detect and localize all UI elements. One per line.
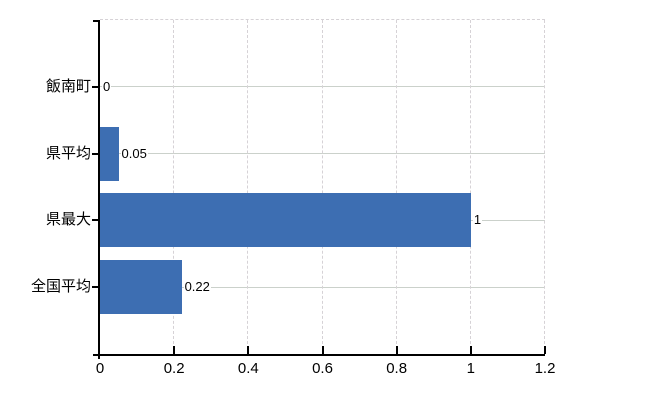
- bar: [100, 127, 119, 181]
- y-axis-tick: [92, 286, 98, 288]
- gridline-vertical: [395, 20, 397, 354]
- y-axis-tick: [92, 219, 98, 221]
- bar-value-label: 0: [102, 79, 112, 94]
- bar-value-label: 1: [472, 212, 483, 227]
- x-axis-tick-label: 0.6: [312, 360, 333, 377]
- gridline-horizontal: [100, 286, 545, 288]
- bar: [100, 260, 182, 314]
- x-axis-line: [93, 354, 545, 356]
- x-axis-tick-label: 1: [466, 360, 475, 377]
- x-axis-tick-label: 1.2: [534, 360, 556, 377]
- bar: [100, 193, 471, 247]
- x-axis-tick: [469, 346, 472, 354]
- x-axis-tick: [173, 346, 176, 354]
- x-axis-tick: [321, 346, 324, 354]
- bar-value-label: 0.05: [120, 146, 148, 161]
- bar-value-label: 0.22: [183, 279, 211, 294]
- y-axis-label: 県最大: [45, 211, 91, 228]
- gridline-vertical: [469, 20, 471, 354]
- y-axis-tick: [93, 20, 98, 22]
- x-axis-tick: [247, 346, 250, 354]
- x-axis-tick-label: 0: [95, 360, 105, 377]
- y-axis-label: 県平均: [45, 145, 91, 162]
- gridline-horizontal: [100, 153, 545, 155]
- x-axis-tick-label: 0.8: [386, 360, 408, 377]
- y-axis-tick: [92, 153, 98, 155]
- x-axis-tick: [395, 346, 398, 354]
- x-axis-tick: [544, 346, 546, 354]
- y-axis-line: [98, 20, 100, 359]
- y-axis-label: 全国平均: [30, 278, 91, 295]
- gridline-vertical: [173, 20, 175, 354]
- plot-top-border: [100, 19, 545, 20]
- x-axis-tick-label: 0.2: [163, 360, 185, 377]
- gridline-vertical: [544, 20, 545, 354]
- x-axis-tick-label: 0.4: [237, 360, 259, 377]
- gridline-vertical: [321, 20, 323, 354]
- gridline-horizontal: [100, 86, 545, 88]
- y-axis-tick: [92, 86, 98, 88]
- gridline-vertical: [247, 20, 249, 354]
- y-axis-label: 飯南町: [45, 78, 91, 95]
